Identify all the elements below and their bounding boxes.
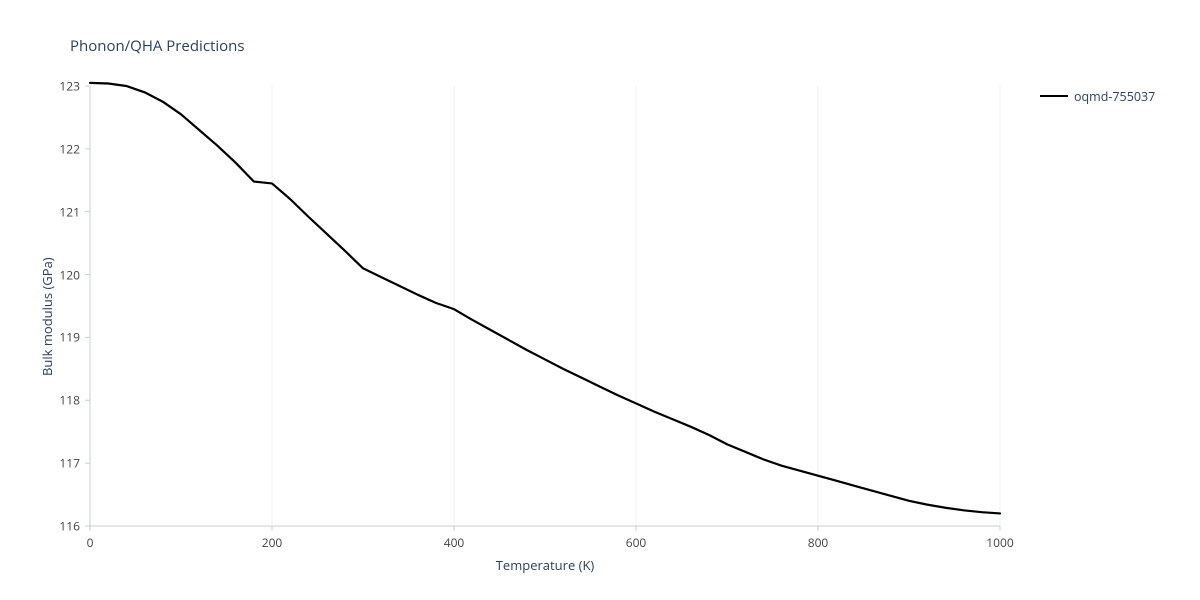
x-tick-label: 800 — [808, 534, 829, 551]
chart-svg — [90, 86, 1000, 526]
legend-swatch — [1040, 95, 1068, 97]
page-root: Phonon/QHA Predictions Temperature (K) B… — [0, 0, 1200, 600]
x-tick-label: 600 — [626, 534, 647, 551]
y-tick-label: 116 — [59, 518, 80, 535]
y-tick-label: 117 — [59, 455, 80, 472]
x-tick-label: 200 — [262, 534, 283, 551]
y-tick-label: 123 — [59, 78, 80, 95]
legend-item[interactable]: oqmd-755037 — [1040, 86, 1155, 106]
y-tick-label: 119 — [59, 329, 80, 346]
y-axis-label: Bulk modulus (GPa) — [38, 257, 56, 376]
x-tick-label: 400 — [444, 534, 465, 551]
chart-title: Phonon/QHA Predictions — [70, 36, 245, 56]
x-axis-label: Temperature (K) — [496, 556, 595, 574]
series-line — [90, 83, 1000, 514]
y-tick-label: 120 — [59, 266, 80, 283]
x-tick-label: 1000 — [986, 534, 1013, 551]
y-tick-label: 121 — [59, 203, 80, 220]
y-tick-label: 118 — [59, 392, 80, 409]
chart-legend: oqmd-755037 — [1040, 86, 1155, 106]
y-tick-label: 122 — [59, 140, 80, 157]
legend-label: oqmd-755037 — [1074, 88, 1155, 105]
chart-plot-area — [90, 86, 1000, 526]
x-tick-label: 0 — [87, 534, 94, 551]
